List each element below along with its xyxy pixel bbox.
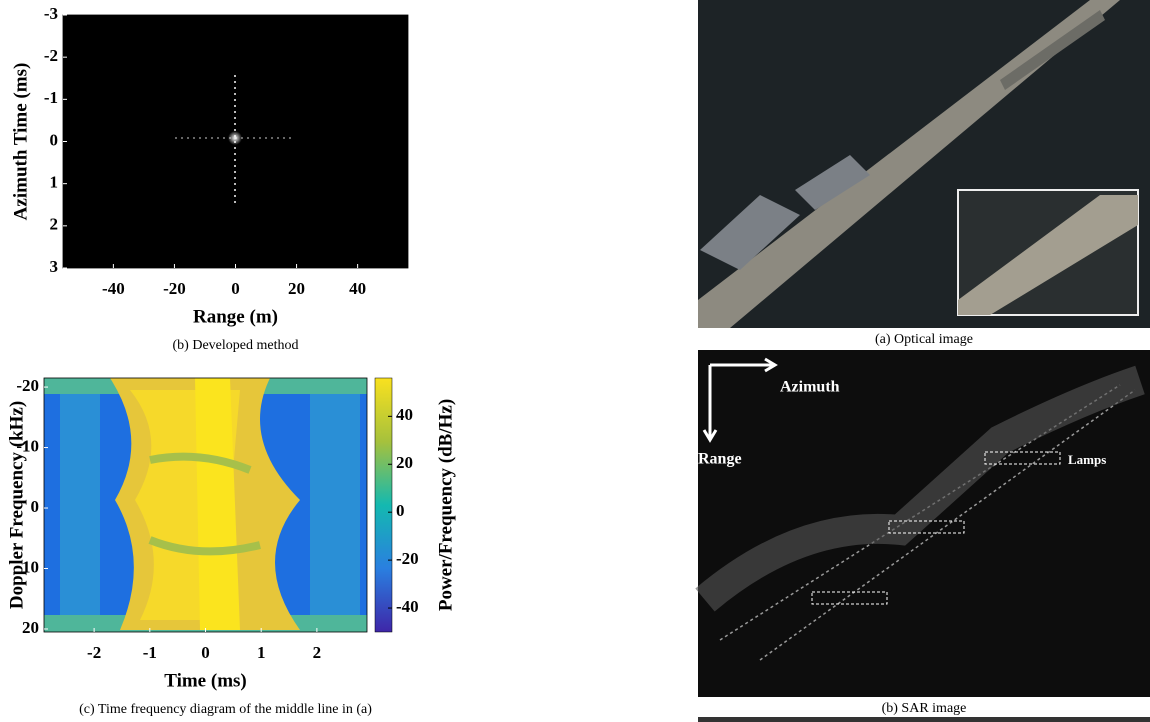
y-tick-label: -20 [16,376,39,395]
caption: (b) SAR image [882,701,967,716]
psf-image [63,15,408,268]
sar-label: Range [698,451,742,468]
y-tick-label: 1 [50,173,59,192]
sar-label: Azimuth [780,379,840,396]
y-tick-label: -10 [16,436,39,455]
colorbar-tick-label: -20 [396,549,419,568]
x-tick-label: 1 [257,643,266,662]
sar-label: Lamps [1068,452,1106,467]
x-tick-label: 20 [288,279,305,298]
y-axis-label: Azimuth Time (ms) [10,63,31,221]
colorbar-tick-label: 40 [396,405,413,424]
caption: (c) Time frequency diagram of the middle… [79,702,372,717]
x-tick-label: -20 [163,279,186,298]
sar-image [695,350,1150,722]
x-tick-label: -40 [102,279,125,298]
optical-image [698,0,1150,328]
caption: (b) Developed method [173,338,299,353]
colorbar-tick-label: 20 [396,453,413,472]
x-tick-label: 2 [313,643,322,662]
y-tick-label: -2 [44,46,58,65]
y-tick-label: 20 [22,618,39,637]
colorbar-label: Power/Frequency (dB/Hz) [435,399,456,611]
colorbar-tick-label: 0 [396,501,405,520]
y-axis-label: Doppler Frequency (kHz) [6,401,27,609]
x-tick-label: -1 [143,643,157,662]
colorbar-tick-label: -40 [396,597,419,616]
x-axis-label: Time (ms) [164,670,247,691]
x-tick-label: 0 [231,279,240,298]
y-tick-label: -1 [44,88,58,107]
tf-heatmap [44,377,393,633]
x-tick-label: 40 [349,279,366,298]
x-tick-label: -2 [87,643,101,662]
y-tick-label: 0 [50,130,59,149]
y-tick-label: 0 [31,497,40,516]
x-axis-label: Range (m) [193,306,278,327]
y-tick-label: -3 [44,4,58,23]
y-tick-label: 10 [22,557,39,576]
y-tick-label: 2 [50,215,59,234]
y-tick-label: 3 [50,257,59,276]
caption: (a) Optical image [875,332,973,347]
x-tick-label: 0 [201,643,210,662]
